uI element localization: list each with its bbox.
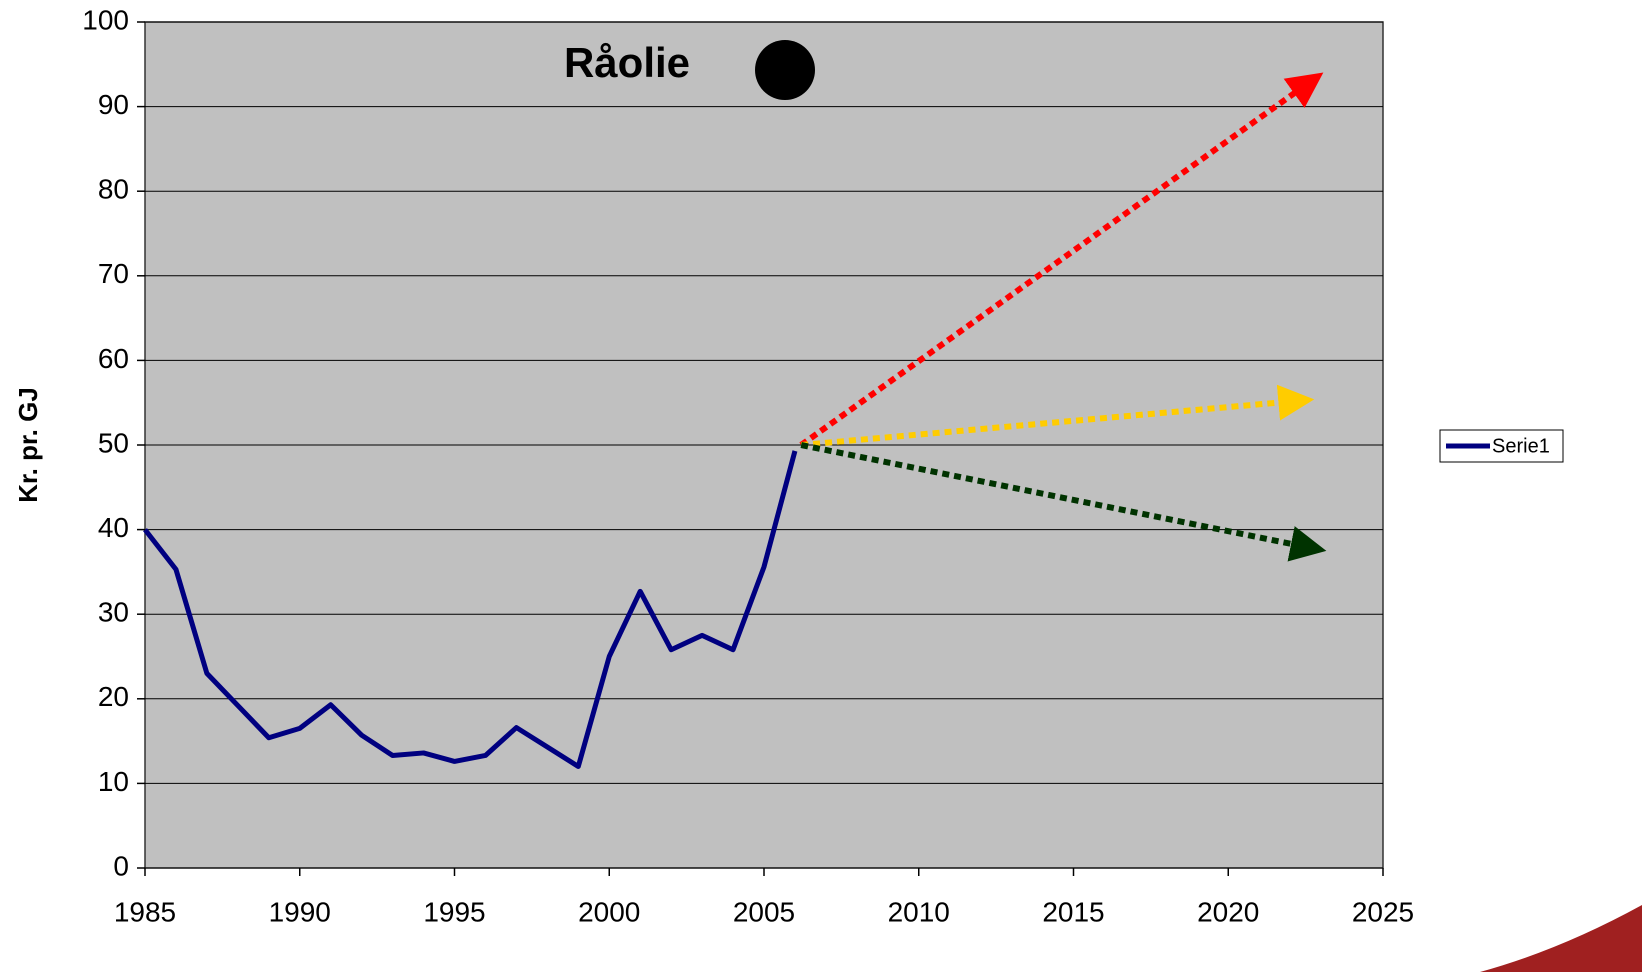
y-tick-label: 40: [98, 512, 129, 543]
x-tick-label: 2000: [578, 896, 640, 927]
y-tick-label: 60: [98, 343, 129, 374]
trend-arrow: [800, 442, 1327, 562]
y-tick-label: 80: [98, 174, 129, 205]
x-tick-label: 2020: [1197, 896, 1259, 927]
x-tick-label: 2005: [733, 896, 795, 927]
y-tick-label: 20: [98, 681, 129, 712]
series-line: [143, 450, 798, 769]
y-tick-label: 100: [82, 4, 129, 35]
trend-arrow: [799, 72, 1324, 448]
y-axis-label: Kr. pr. GJ: [13, 387, 43, 503]
chart-title: Råolie: [564, 39, 690, 86]
y-tick-label: 10: [98, 766, 129, 797]
x-tick-label: 2025: [1352, 896, 1414, 927]
y-tick-label: 50: [98, 427, 129, 458]
decoration-swoosh: [1480, 905, 1642, 972]
x-tick-label: 2010: [888, 896, 950, 927]
y-tick-label: 30: [98, 597, 129, 628]
x-tick-label: 1995: [423, 896, 485, 927]
x-tick-label: 1990: [269, 896, 331, 927]
y-tick-label: 90: [98, 89, 129, 120]
decoration-dot: [755, 40, 815, 100]
x-tick-label: 2015: [1042, 896, 1104, 927]
y-tick-label: 0: [113, 850, 129, 881]
legend-label: Serie1: [1492, 435, 1550, 457]
y-tick-label: 70: [98, 258, 129, 289]
trend-arrow: [800, 384, 1315, 448]
x-tick-label: 1985: [114, 896, 176, 927]
